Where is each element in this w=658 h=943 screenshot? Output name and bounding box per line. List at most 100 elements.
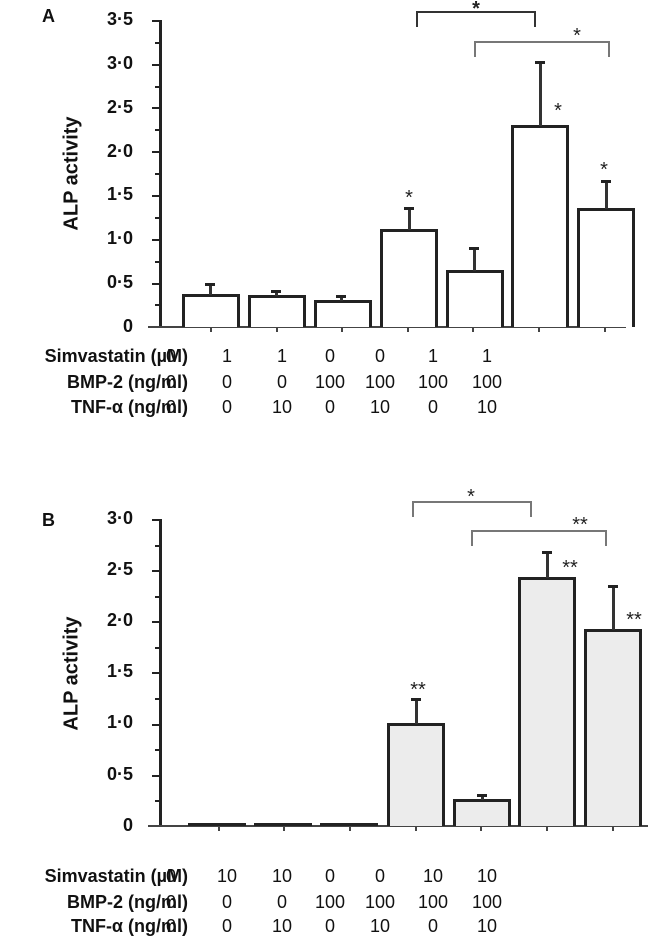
significance-star: * [472,0,480,20]
condition-value: 10 [476,866,498,886]
x-axis [148,326,626,328]
x-axis [148,825,648,827]
condition-value: 0 [427,397,438,417]
condition-label: TNF-α (ng/ml) [70,916,188,936]
significance-bracket [474,41,610,57]
condition-value: 100 [364,372,396,392]
y-tick-label: 0·5 [106,272,133,292]
error-cap [271,290,281,293]
error-cap [411,698,421,701]
y-tick [152,672,160,674]
condition-value: 0 [374,346,385,366]
y-tick [152,151,160,153]
bar [380,229,438,327]
y-tick-label: 1·0 [106,712,133,732]
y-tick [155,86,160,88]
y-tick [155,217,160,219]
y-axis [159,519,162,827]
condition-value: 0 [324,346,335,366]
y-tick [155,261,160,263]
condition-value: 0 [165,372,176,392]
condition-value: 100 [417,892,449,912]
condition-value: 10 [369,397,391,417]
condition-value: 1 [221,346,232,366]
condition-value: 0 [374,866,385,886]
condition-value: 10 [369,916,391,936]
error-bar [539,62,542,126]
condition-row-tnf: TNF-α (ng/ml) 0 0 10 0 10 0 10 [0,397,658,421]
significance-star: * [573,25,581,47]
x-tick [538,327,540,332]
x-tick [546,826,548,831]
condition-value: 0 [221,372,232,392]
y-tick-label: 3·5 [106,9,133,29]
error-bar [275,291,278,296]
bar [518,577,576,826]
error-cap [336,295,346,298]
y-tick-label: 2·0 [106,141,133,161]
error-bar [415,699,418,724]
y-tick-label: 0 [122,316,133,336]
y-axis-label: ALP activity [60,616,83,731]
condition-row-simvastatin: Simvastatin (µM) 0 1 1 0 0 1 1 [0,346,658,370]
significance-bracket [471,530,607,546]
bar [248,295,306,327]
error-bar [481,795,484,800]
y-tick-label: 1·5 [106,184,133,204]
x-tick [480,826,482,831]
significance-star: * [467,486,475,508]
condition-label: BMP-2 (ng/ml) [67,892,188,912]
error-cap [601,180,611,183]
bar [188,823,246,826]
y-tick-label: 0 [122,815,133,835]
error-cap [469,247,479,250]
significance-star: ** [562,557,578,579]
condition-value: 10 [422,866,444,886]
significance-star: ** [410,679,426,701]
bar [387,723,445,826]
condition-value: 0 [221,892,232,912]
condition-value: 0 [221,916,232,936]
y-tick [152,621,160,623]
significance-bracket [416,11,536,27]
y-tick [155,596,160,598]
condition-value: 0 [165,866,176,886]
condition-value: 100 [314,892,346,912]
condition-value: 100 [471,372,503,392]
condition-value: 100 [471,892,503,912]
x-tick [276,327,278,332]
condition-value: 0 [324,916,335,936]
error-bar [408,208,411,230]
condition-value: 0 [165,892,176,912]
y-tick [155,304,160,306]
y-tick [155,647,160,649]
significance-star: ** [626,609,642,631]
error-bar [546,552,549,578]
error-bar [605,181,608,209]
significance-bracket [412,501,532,517]
condition-row-bmp2: BMP-2 (ng/ml) 0 0 0 100 100 100 100 [0,372,658,396]
error-cap [542,551,552,554]
condition-value: 0 [165,346,176,366]
y-tick-label: 2·5 [106,559,133,579]
condition-value: 10 [476,397,498,417]
x-tick [407,327,409,332]
error-cap [205,283,215,286]
y-tick [152,64,160,66]
condition-value: 10 [216,866,238,886]
y-tick [155,173,160,175]
condition-value: 100 [364,892,396,912]
condition-value: 10 [271,916,293,936]
y-axis [159,20,162,328]
x-tick [283,826,285,831]
x-tick [612,826,614,831]
condition-label: Simvastatin (µM) [44,346,188,366]
condition-value: 10 [476,916,498,936]
condition-row-simvastatin: Simvastatin (µM) 0 10 10 0 0 10 10 [0,866,658,890]
error-bar [209,284,212,295]
y-tick [152,20,160,22]
x-tick [218,826,220,831]
y-tick [152,107,160,109]
panel-letter: A [42,6,55,26]
y-tick [152,519,160,521]
